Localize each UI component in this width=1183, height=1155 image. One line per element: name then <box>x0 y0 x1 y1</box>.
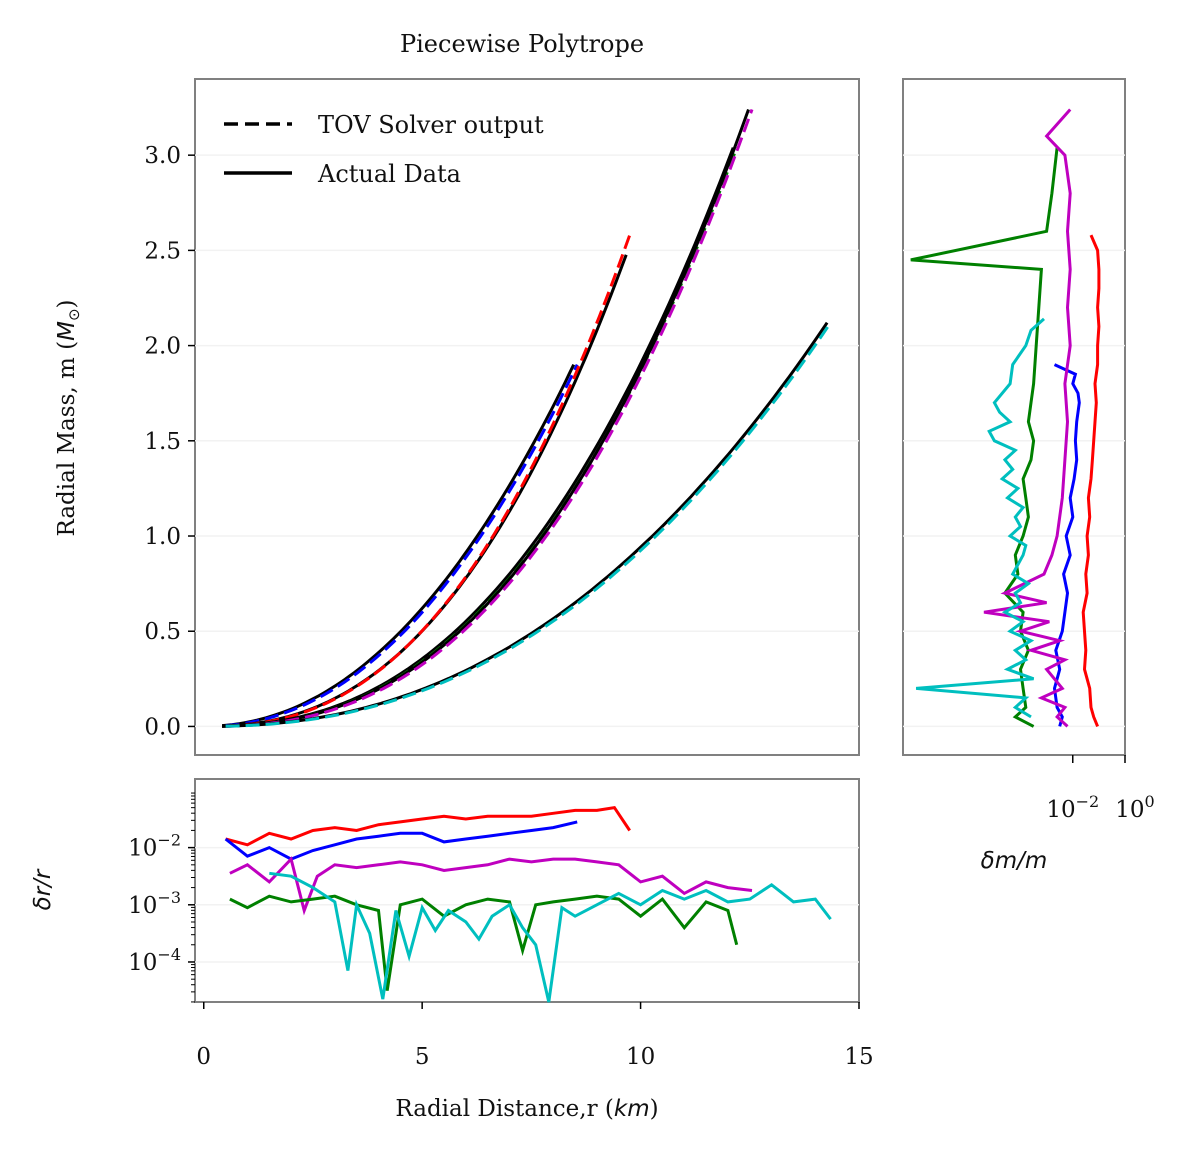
main-y-tick-label: 2.5 <box>144 238 181 264</box>
main-grid <box>195 154 859 728</box>
main-plot-frame <box>194 78 860 756</box>
residual-r-line-red <box>225 805 631 847</box>
residual-m-frame <box>902 78 1126 756</box>
residual-m-grid <box>903 154 1125 728</box>
residual-m-series <box>910 108 1101 728</box>
residual-m-panel: 10−2 100 δm/m <box>902 78 1155 874</box>
residual-r-line-blue <box>224 820 578 861</box>
main-y-tick-label: 0.5 <box>144 619 181 645</box>
actual-data-line-cyan <box>222 321 829 728</box>
residual-r-series <box>224 805 832 1003</box>
tick-exponent: −2 <box>1076 792 1100 811</box>
main-y-tick-label: 3.0 <box>144 143 181 169</box>
main-y-axis-label-math: M <box>54 321 80 341</box>
residual-m-line-magenta <box>983 108 1072 728</box>
main-series <box>221 108 832 728</box>
main-y-axis-label: Radial Mass, m (M⊙) <box>54 299 83 536</box>
tick-exponent: −2 <box>157 831 181 850</box>
residual-r-frame <box>194 778 860 1003</box>
residual-r-panel: 10−410−310−2 0 5 10 15 δr/r Radial Distance… <box>30 778 874 1122</box>
tick-base: 10 <box>1115 797 1144 823</box>
x-axis-label-close: ) <box>650 1096 659 1122</box>
residual-r-line-magenta <box>229 856 753 916</box>
tick-base: 10 <box>128 893 157 919</box>
legend-label-tov: TOV Solver output <box>318 111 544 139</box>
tov-output-line-cyan <box>225 321 832 728</box>
main-y-tick-label: 0.0 <box>144 714 181 740</box>
main-y-ticks: 0.0 0.5 1.0 1.5 2.0 2.5 3.0 <box>144 143 195 740</box>
residual-r-line-cyan <box>269 871 832 1003</box>
tov-output-line-blue <box>225 363 579 728</box>
main-y-axis-label-sub: ⊙ <box>65 308 83 321</box>
residual-r-y-ticks: 10−410−310−2 <box>128 792 195 1003</box>
chart-title: Piecewise Polytrope <box>400 30 644 58</box>
tov-output-line-red <box>225 234 632 728</box>
tick-exponent: −4 <box>157 945 181 964</box>
x-tick-label: 10 <box>626 1044 655 1070</box>
x-tick-label: 15 <box>844 1044 873 1070</box>
residual-m-x-axis-label: δm/m <box>981 848 1048 874</box>
tick-base: 10 <box>1046 797 1075 823</box>
x-axis-label-text: Radial Distance,r ( <box>395 1096 613 1122</box>
x-tick-label: 0 <box>196 1044 211 1070</box>
tick-exponent: −3 <box>157 888 181 907</box>
tick-base: 10 <box>128 836 157 862</box>
tick-exponent: 0 <box>1145 792 1155 811</box>
residual-r-y-tick-label: 10−4 <box>128 945 181 976</box>
residual-r-y-tick-label: 10−2 <box>128 831 181 862</box>
main-y-tick-label: 1.5 <box>144 429 181 455</box>
main-y-tick-label: 1.0 <box>144 524 181 550</box>
residual-r-y-axis-label: δr/r <box>30 868 56 910</box>
residual-m-line-green <box>910 147 1059 728</box>
main-y-axis-label-close: ) <box>54 299 80 308</box>
residual-m-line-blue <box>1052 363 1081 727</box>
x-tick-label: 5 <box>415 1044 430 1070</box>
residual-m-x-ticks: 10−2 100 <box>1046 755 1155 823</box>
residual-r-y-tick-label: 10−3 <box>128 888 181 919</box>
legend: TOV Solver output Actual Data <box>224 111 544 188</box>
residual-m-line-cyan <box>915 317 1045 719</box>
x-axis-label: Radial Distance,r (km) <box>395 1096 658 1122</box>
residual-r-line-green <box>229 894 739 991</box>
residual-m-line-red <box>1081 234 1101 727</box>
residual-m-x-tick-label: 100 <box>1115 792 1154 823</box>
residual-r-x-ticks: 0 5 10 15 <box>196 1002 874 1070</box>
legend-label-actual: Actual Data <box>317 160 461 188</box>
residual-m-x-tick-label: 10−2 <box>1046 792 1099 823</box>
tov-output-line-magenta <box>225 108 754 728</box>
tick-base: 10 <box>128 950 157 976</box>
main-y-axis-label-text: Radial Mass, m ( <box>54 341 80 537</box>
main-panel: 0.0 0.5 1.0 1.5 2.0 2.5 3.0 Radial Mass, m (M⊙… <box>54 78 860 756</box>
main-y-tick-label: 2.0 <box>144 334 181 360</box>
x-axis-label-math: km <box>614 1096 650 1122</box>
actual-data-line-blue <box>221 363 576 728</box>
